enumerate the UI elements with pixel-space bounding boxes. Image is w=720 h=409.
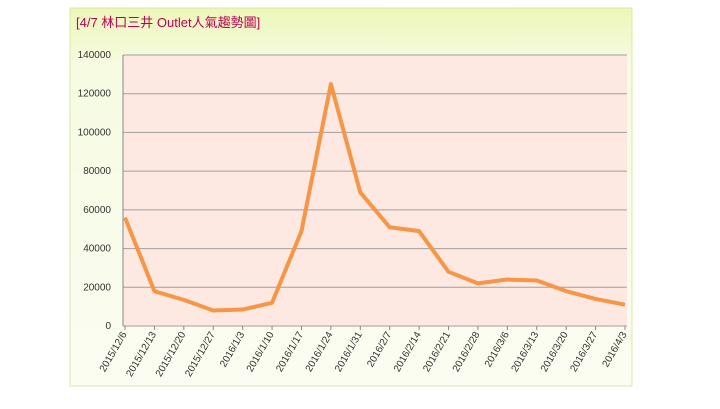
y-tick-label: 100000 — [78, 127, 112, 138]
y-tick-label: 20000 — [83, 282, 111, 293]
y-tick-label: 140000 — [78, 50, 112, 61]
y-tick-label: 40000 — [83, 244, 111, 255]
y-tick-label: 80000 — [83, 166, 111, 177]
y-tick-label: 120000 — [78, 89, 112, 100]
chart-title: [4/7 林口三井 Outlet人氣趨勢圖] — [76, 15, 260, 30]
line-series — [123, 82, 626, 313]
y-tick-label: 60000 — [83, 205, 111, 216]
y-tick-label: 0 — [105, 321, 111, 332]
